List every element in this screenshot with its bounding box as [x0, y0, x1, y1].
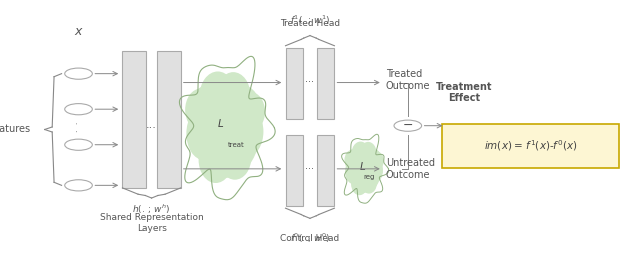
Text: treat: treat	[228, 142, 244, 148]
Text: Shared Representation
Layers: Shared Representation Layers	[100, 213, 204, 233]
Ellipse shape	[394, 120, 422, 131]
Ellipse shape	[198, 137, 233, 183]
FancyBboxPatch shape	[317, 48, 335, 119]
Text: ···: ···	[305, 164, 314, 174]
Text: −: −	[403, 119, 413, 132]
FancyBboxPatch shape	[285, 48, 303, 119]
Ellipse shape	[361, 173, 377, 193]
Ellipse shape	[65, 180, 92, 191]
Text: ···: ···	[305, 77, 314, 88]
FancyBboxPatch shape	[285, 135, 303, 206]
Ellipse shape	[348, 145, 381, 193]
Text: Untreated
Outcome: Untreated Outcome	[386, 158, 435, 180]
Ellipse shape	[65, 68, 92, 79]
Ellipse shape	[65, 104, 92, 115]
Ellipse shape	[362, 148, 382, 176]
Text: $x$: $x$	[74, 25, 83, 38]
Ellipse shape	[351, 142, 369, 166]
Text: Treatment
Effect: Treatment Effect	[436, 82, 493, 104]
Ellipse shape	[191, 79, 260, 178]
Text: $L$: $L$	[218, 117, 225, 129]
Ellipse shape	[185, 89, 216, 131]
Text: ···: ···	[146, 123, 157, 133]
Ellipse shape	[231, 106, 264, 157]
Text: $f^0(.\,;\,w^0)$: $f^0(.\,;\,w^0)$	[290, 232, 330, 245]
Text: Control Head: Control Head	[280, 234, 340, 243]
Ellipse shape	[360, 142, 376, 164]
Ellipse shape	[344, 150, 360, 170]
Text: Features: Features	[0, 125, 30, 134]
Ellipse shape	[219, 136, 251, 180]
Text: ·  ·: · ·	[74, 122, 83, 132]
Ellipse shape	[369, 152, 384, 170]
Ellipse shape	[345, 159, 362, 184]
Text: $im(x)=\,f^1(x)\text{-}f^0(x)$: $im(x)=\,f^1(x)\text{-}f^0(x)$	[484, 139, 577, 153]
Ellipse shape	[236, 92, 265, 132]
Text: Treated
Outcome: Treated Outcome	[386, 69, 430, 91]
FancyBboxPatch shape	[317, 135, 335, 206]
Ellipse shape	[351, 173, 368, 195]
Ellipse shape	[346, 148, 367, 178]
Text: $h(.\,;\,w^h)$: $h(.\,;\,w^h)$	[132, 203, 171, 216]
Ellipse shape	[188, 85, 230, 148]
Ellipse shape	[221, 85, 262, 143]
Text: reg: reg	[364, 174, 375, 180]
FancyBboxPatch shape	[122, 51, 147, 188]
FancyBboxPatch shape	[442, 124, 619, 168]
Text: Treated Head: Treated Head	[280, 19, 340, 28]
Ellipse shape	[186, 107, 221, 160]
Ellipse shape	[200, 71, 236, 122]
Text: $L$: $L$	[358, 160, 365, 172]
FancyBboxPatch shape	[157, 51, 180, 188]
Ellipse shape	[367, 158, 383, 183]
Ellipse shape	[65, 139, 92, 150]
Ellipse shape	[216, 72, 250, 118]
Text: $f^1(.\,;\,w^1)$: $f^1(.\,;\,w^1)$	[290, 14, 330, 27]
